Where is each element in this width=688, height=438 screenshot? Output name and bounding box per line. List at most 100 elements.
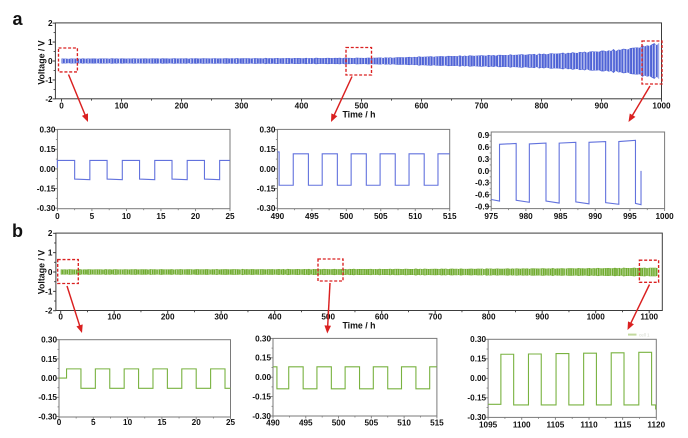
svg-text:0.9: 0.9 — [478, 131, 490, 140]
svg-text:10: 10 — [123, 418, 133, 427]
svg-text:700: 700 — [428, 313, 442, 322]
svg-text:-1: -1 — [45, 287, 53, 296]
svg-text:980: 980 — [519, 212, 533, 221]
svg-text:0.15: 0.15 — [259, 145, 275, 154]
svg-text:25: 25 — [226, 418, 236, 427]
svg-text:800: 800 — [482, 313, 496, 322]
svg-text:300: 300 — [235, 101, 249, 110]
svg-text:-0.15: -0.15 — [257, 184, 276, 193]
svg-text:0.00: 0.00 — [470, 374, 486, 383]
svg-text:500: 500 — [355, 101, 369, 110]
svg-text:-1: -1 — [45, 76, 53, 85]
svg-text:0.00: 0.00 — [39, 165, 55, 174]
svg-text:400: 400 — [268, 313, 282, 322]
svg-text:490: 490 — [271, 212, 285, 221]
svg-text:0.15: 0.15 — [41, 355, 57, 364]
svg-text:0.30: 0.30 — [39, 126, 55, 135]
svg-text:-0.30: -0.30 — [252, 412, 271, 421]
svg-text:900: 900 — [535, 313, 549, 322]
svg-text:-0.15: -0.15 — [38, 393, 57, 402]
svg-text:1100: 1100 — [513, 421, 531, 430]
svg-text:700: 700 — [475, 101, 489, 110]
svg-text:0.00: 0.00 — [255, 373, 271, 382]
svg-text:515: 515 — [430, 419, 444, 428]
svg-text:200: 200 — [161, 313, 175, 322]
svg-text:25: 25 — [225, 212, 235, 221]
svg-text:1000: 1000 — [587, 313, 606, 322]
svg-text:5: 5 — [90, 212, 95, 221]
svg-text:a: a — [12, 9, 23, 29]
svg-text:600: 600 — [375, 313, 389, 322]
svg-text:1110: 1110 — [580, 421, 598, 430]
svg-text:1100: 1100 — [640, 313, 658, 322]
svg-text:0.00: 0.00 — [259, 165, 275, 174]
svg-text:505: 505 — [374, 212, 388, 221]
svg-text:995: 995 — [623, 212, 637, 221]
svg-text:Time / h: Time / h — [342, 110, 375, 120]
svg-text:0.15: 0.15 — [39, 145, 55, 154]
svg-text:1000: 1000 — [652, 101, 671, 110]
svg-text:0.0: 0.0 — [478, 167, 490, 176]
svg-text:-0.30: -0.30 — [257, 204, 276, 213]
svg-text:0.30: 0.30 — [255, 334, 271, 343]
svg-text:100: 100 — [115, 101, 129, 110]
svg-text:5: 5 — [91, 418, 96, 427]
svg-text:-0.30: -0.30 — [37, 204, 56, 213]
svg-text:20: 20 — [191, 212, 201, 221]
svg-text:-0.6: -0.6 — [475, 191, 490, 200]
svg-text:cell 1: cell 1 — [639, 333, 650, 338]
svg-text:0.6: 0.6 — [478, 143, 490, 152]
svg-text:515: 515 — [443, 212, 457, 221]
svg-text:-0.15: -0.15 — [37, 184, 56, 193]
svg-text:1095: 1095 — [479, 421, 498, 430]
svg-text:0.30: 0.30 — [470, 335, 486, 344]
svg-text:510: 510 — [397, 419, 411, 428]
svg-text:-0.3: -0.3 — [475, 179, 490, 188]
svg-text:10: 10 — [122, 212, 132, 221]
svg-text:0.30: 0.30 — [41, 336, 57, 345]
svg-text:495: 495 — [305, 212, 319, 221]
svg-text:1000: 1000 — [655, 212, 674, 221]
svg-text:0: 0 — [59, 101, 64, 110]
svg-text:15: 15 — [157, 418, 167, 427]
svg-text:-0.30: -0.30 — [467, 413, 486, 422]
svg-text:100: 100 — [107, 313, 121, 322]
svg-text:-0.30: -0.30 — [38, 412, 57, 421]
svg-text:600: 600 — [415, 101, 429, 110]
svg-text:0: 0 — [58, 313, 63, 322]
svg-text:1: 1 — [48, 249, 53, 258]
svg-text:0.15: 0.15 — [470, 355, 486, 364]
svg-text:985: 985 — [554, 212, 568, 221]
svg-text:Voltage / V: Voltage / V — [36, 40, 46, 84]
svg-text:0.15: 0.15 — [255, 354, 271, 363]
svg-text:Voltage / V: Voltage / V — [36, 250, 46, 294]
svg-text:510: 510 — [408, 212, 422, 221]
svg-text:400: 400 — [295, 101, 309, 110]
svg-text:500: 500 — [339, 212, 353, 221]
svg-text:505: 505 — [365, 419, 379, 428]
svg-text:0: 0 — [48, 268, 53, 277]
svg-text:20: 20 — [192, 418, 202, 427]
svg-text:0: 0 — [57, 418, 62, 427]
svg-text:300: 300 — [214, 313, 228, 322]
svg-text:900: 900 — [595, 101, 609, 110]
svg-text:1120: 1120 — [647, 421, 665, 430]
svg-text:Time / h: Time / h — [342, 320, 375, 330]
svg-text:200: 200 — [175, 101, 189, 110]
svg-text:495: 495 — [299, 419, 313, 428]
svg-text:2: 2 — [48, 19, 53, 28]
svg-text:1115: 1115 — [614, 421, 632, 430]
svg-text:-0.15: -0.15 — [467, 394, 486, 403]
svg-text:1105: 1105 — [546, 421, 564, 430]
svg-text:0.3: 0.3 — [478, 155, 490, 164]
svg-text:1: 1 — [48, 38, 53, 47]
svg-text:2: 2 — [48, 229, 53, 238]
svg-text:800: 800 — [535, 101, 549, 110]
svg-text:990: 990 — [588, 212, 602, 221]
svg-text:0.00: 0.00 — [41, 374, 57, 383]
svg-text:-0.15: -0.15 — [252, 392, 271, 401]
svg-text:500: 500 — [332, 419, 346, 428]
svg-text:-0.9: -0.9 — [475, 203, 490, 212]
svg-text:0.30: 0.30 — [259, 126, 275, 135]
svg-text:b: b — [12, 221, 23, 241]
